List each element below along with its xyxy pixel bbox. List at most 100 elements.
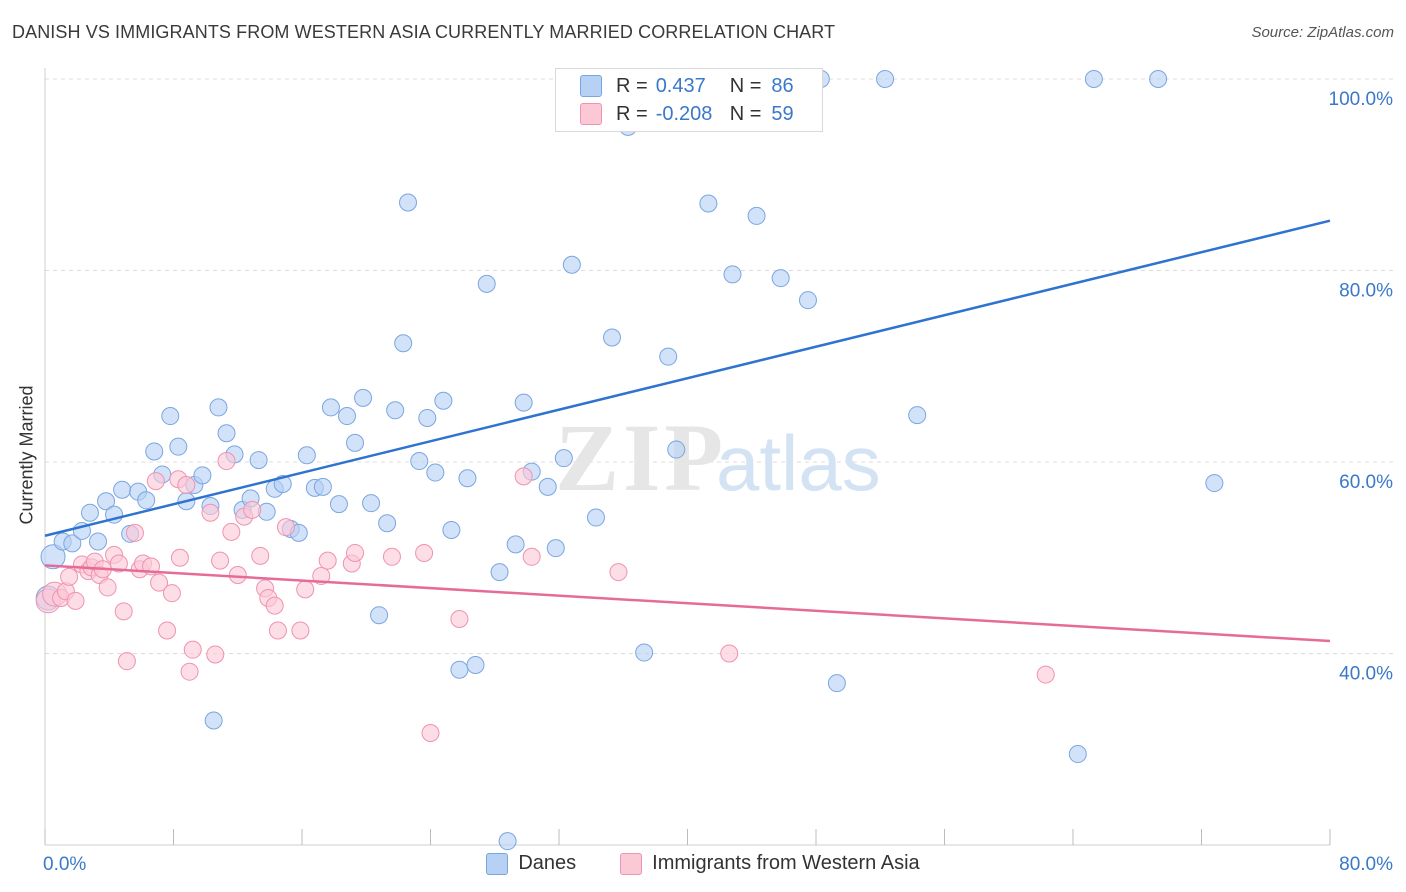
point-western-asia — [177, 475, 196, 494]
tick-labels: 40.0% 60.0% 80.0% 100.0% 0.0% 80.0% — [43, 89, 1393, 875]
point-western-asia — [251, 546, 270, 565]
point-danes — [586, 508, 605, 527]
point-danes — [458, 469, 477, 488]
point-danes — [506, 535, 525, 554]
point-western-asia — [162, 584, 181, 603]
y-tick-label: 100.0% — [1329, 89, 1394, 110]
point-danes — [1068, 745, 1087, 764]
point-danes — [169, 437, 188, 456]
legend-row-danes: R = 0.437 N = 86 — [580, 73, 794, 99]
point-danes — [876, 70, 895, 88]
point-western-asia — [201, 503, 220, 522]
point-danes — [354, 388, 373, 407]
point-western-asia — [211, 551, 230, 570]
point-western-asia — [114, 602, 133, 621]
point-western-asia — [228, 565, 247, 584]
x-tick-label: 80.0% — [1339, 854, 1393, 875]
point-western-asia — [415, 543, 434, 562]
point-danes — [562, 255, 581, 274]
point-danes — [418, 408, 437, 427]
legend-n-label: N = — [729, 74, 762, 97]
point-danes — [635, 643, 654, 662]
point-danes — [442, 520, 461, 539]
point-danes — [477, 274, 496, 293]
trend-lines — [44, 219, 1331, 643]
legend-r-label: R = — [616, 102, 648, 125]
point-danes — [514, 393, 533, 412]
point-danes — [667, 440, 686, 459]
point-danes — [217, 424, 236, 443]
point-danes — [908, 406, 927, 425]
point-western-asia — [222, 522, 241, 541]
point-western-asia — [98, 578, 117, 597]
point-danes — [297, 446, 316, 465]
series-legend: Danes Immigrants from Western Asia — [0, 852, 1406, 875]
point-western-asia — [146, 472, 165, 491]
point-danes — [1149, 70, 1168, 88]
legend-r-value: -0.208 — [655, 102, 713, 125]
watermark-atlas: atlas — [716, 419, 881, 507]
point-western-asia — [609, 563, 628, 582]
point-danes — [538, 477, 557, 496]
point-danes — [329, 495, 348, 514]
point-western-asia — [243, 500, 262, 519]
point-danes — [321, 398, 340, 417]
point-western-asia — [291, 621, 310, 640]
point-danes — [1205, 474, 1224, 493]
watermark: ZIP atlas — [555, 404, 881, 511]
point-danes — [137, 491, 156, 510]
point-danes — [546, 539, 565, 558]
legend-n-value: 86 — [771, 74, 794, 97]
point-danes — [466, 655, 485, 674]
point-danes — [498, 832, 517, 851]
point-western-asia — [346, 543, 365, 562]
point-western-asia — [450, 610, 469, 629]
point-danes — [426, 463, 445, 482]
point-western-asia — [60, 567, 79, 586]
axes — [44, 68, 1331, 846]
legend-row-western-asia: R = -0.208 N = 59 — [580, 101, 794, 127]
point-danes — [798, 291, 817, 310]
series-legend-danes: Danes — [486, 852, 576, 875]
point-danes — [827, 674, 846, 693]
point-western-asia — [276, 518, 295, 537]
point-danes — [394, 334, 413, 353]
point-western-asia — [318, 551, 337, 570]
series-legend-western-asia: Immigrants from Western Asia — [620, 852, 920, 875]
point-danes — [1084, 70, 1103, 88]
legend-r-value: 0.437 — [655, 74, 706, 97]
point-western-asia — [206, 645, 225, 664]
point-western-asia — [180, 662, 199, 681]
point-danes — [161, 407, 180, 426]
point-danes — [113, 480, 132, 499]
point-western-asia — [158, 621, 177, 640]
point-western-asia — [265, 596, 284, 615]
point-western-asia — [421, 723, 440, 742]
point-danes — [209, 398, 228, 417]
y-tick-label: 60.0% — [1339, 472, 1393, 493]
point-danes — [554, 449, 573, 468]
point-danes — [313, 477, 332, 496]
y-tick-label: 80.0% — [1339, 281, 1393, 302]
point-danes — [603, 328, 622, 347]
point-danes — [40, 544, 66, 570]
point-danes — [434, 391, 453, 410]
point-danes — [249, 451, 268, 470]
point-danes — [699, 194, 718, 213]
point-western-asia — [66, 591, 85, 610]
point-western-asia — [268, 621, 287, 640]
point-danes — [747, 206, 766, 225]
point-western-asia — [170, 548, 189, 567]
y-tick-label: 40.0% — [1339, 664, 1393, 685]
legend-swatch-danes — [580, 75, 602, 97]
point-danes — [346, 433, 365, 452]
watermark-zip: ZIP — [555, 404, 727, 511]
point-danes — [145, 442, 164, 461]
series-swatch-danes — [486, 852, 509, 875]
series-swatch-western-asia — [620, 852, 643, 875]
point-danes — [386, 401, 405, 420]
point-danes — [771, 269, 790, 288]
point-danes — [337, 407, 356, 426]
point-danes — [362, 494, 381, 513]
